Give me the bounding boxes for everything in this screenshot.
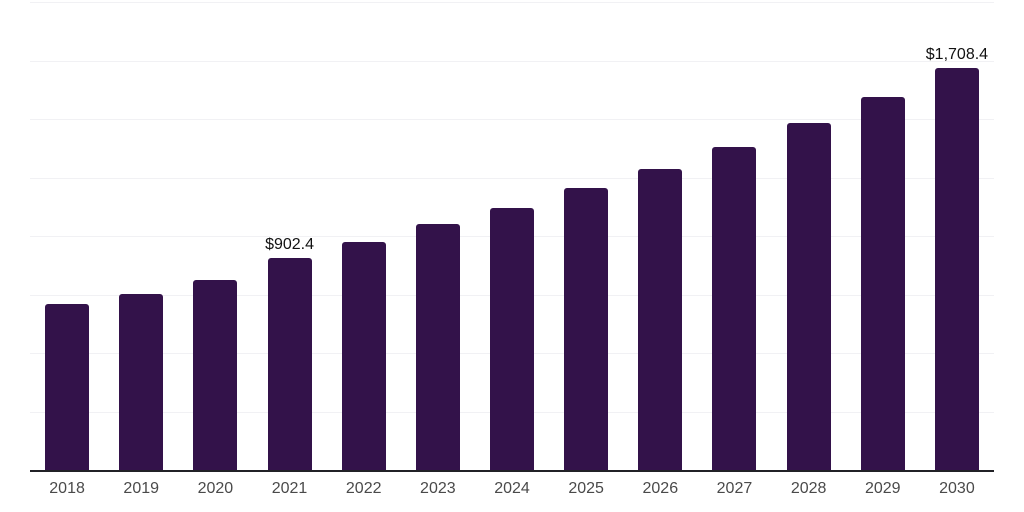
x-tick-2029: 2029 [864,480,901,497]
x-tick-2020: 2020 [197,480,234,497]
bar-2023 [415,224,460,471]
x-axis-tick-labels: 2018 2019 2020 2021 2022 2023 2024 2025 2026 2027… [30,479,994,499]
x-tick-2022: 2022 [345,480,382,497]
gridline [30,177,994,179]
bar-2030 [934,67,979,471]
x-tick-2028: 2028 [790,480,827,497]
x-tick-2023: 2023 [420,480,456,497]
bar-2022 [341,242,386,471]
gridline [30,119,994,120]
x-tick-2030: 2030 [939,480,975,497]
x-tick-2019: 2019 [123,480,160,497]
value-label-2030: $1,708.4 [925,45,989,63]
x-tick-2026: 2026 [642,480,679,497]
bar-2021 [267,257,312,471]
value-label-2021: $902.4 [265,235,314,253]
gridline [30,60,994,62]
bar-2029 [860,96,905,471]
bar-2028 [786,122,831,471]
x-axis-line [30,470,994,472]
x-tick-2025: 2025 [568,480,604,497]
bar-2020 [193,279,238,471]
x-tick-2021: 2021 [271,480,308,497]
bar-2019 [119,293,164,471]
bar-2024 [490,207,534,471]
plot-area: $902.4 $1,708.4 [30,2,994,472]
bar-2026 [638,168,683,471]
bar-2027 [712,146,757,471]
bar-2025 [564,188,609,471]
x-tick-2018: 2018 [49,480,85,497]
gridline [30,2,994,3]
bar-2018 [45,304,90,471]
x-tick-2027: 2027 [716,480,753,497]
x-tick-2024: 2024 [494,480,530,497]
